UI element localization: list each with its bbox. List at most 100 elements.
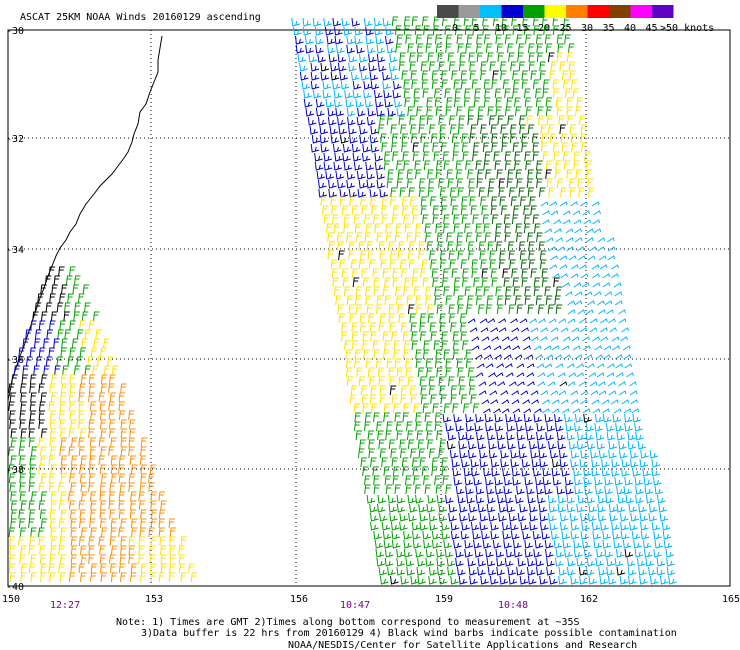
wind-barb	[618, 318, 627, 324]
wind-barb	[472, 403, 480, 414]
wind-barb	[465, 413, 474, 423]
wind-barb	[508, 512, 518, 522]
wind-barb	[420, 268, 427, 279]
wind-barb	[659, 512, 669, 522]
wind-barb	[28, 509, 36, 520]
wind-barb	[9, 410, 16, 421]
wind-barb	[477, 304, 485, 315]
wind-barb	[88, 419, 95, 430]
wind-barb	[598, 566, 607, 576]
wind-barb	[470, 467, 480, 477]
wind-barb	[567, 557, 576, 567]
wind-barb	[460, 205, 468, 216]
note-line-3: NOAA/NESDIS/Center for Satellite Applica…	[288, 640, 637, 650]
wind-barb	[535, 34, 543, 45]
wind-barb	[517, 440, 527, 450]
wind-barb	[475, 494, 485, 504]
wind-barb	[524, 476, 533, 486]
wind-barb	[456, 566, 466, 576]
wind-barb	[545, 431, 554, 441]
wind-barb	[60, 374, 68, 385]
wind-barb	[428, 124, 436, 135]
wind-barb	[524, 97, 532, 108]
wind-barb	[406, 430, 414, 441]
wind-barb	[490, 458, 500, 468]
wind-barb	[434, 358, 442, 369]
wind-barb	[90, 410, 97, 421]
wind-barb	[390, 448, 397, 459]
wind-barb	[382, 349, 390, 360]
wind-barb	[552, 88, 560, 99]
wind-barb	[624, 476, 633, 486]
wind-barb	[432, 403, 439, 414]
wind-barb	[110, 527, 117, 538]
wind-barb	[38, 410, 46, 421]
wind-barb	[358, 241, 365, 252]
wind-barb	[343, 223, 350, 234]
wind-barb	[9, 572, 16, 583]
wind-barb	[561, 345, 570, 351]
wind-barb	[394, 25, 402, 36]
wind-barb	[599, 264, 608, 270]
wind-barb	[68, 401, 76, 412]
wind-barb	[388, 439, 396, 450]
wind-barb	[420, 385, 427, 396]
wind-barb	[418, 187, 426, 198]
wind-barb	[496, 295, 504, 306]
wind-barb	[410, 448, 417, 459]
wind-barb	[592, 336, 600, 342]
wind-barb	[409, 385, 417, 396]
wind-barb	[493, 151, 500, 162]
wind-barb	[665, 548, 675, 558]
wind-barb	[478, 381, 487, 387]
wind-barb	[355, 286, 363, 297]
wind-barb	[461, 142, 469, 153]
wind-barb	[139, 482, 147, 493]
wind-barb	[371, 205, 378, 216]
wind-barb	[570, 264, 579, 270]
wind-barb	[385, 223, 392, 234]
wind-barb	[374, 161, 384, 171]
wind-barb	[489, 575, 499, 585]
wind-barb	[367, 430, 375, 441]
wind-barb	[99, 545, 106, 556]
wind-barb	[456, 106, 463, 117]
wind-barb	[78, 446, 86, 457]
wind-barb	[542, 210, 551, 216]
wind-barb	[412, 539, 422, 549]
wind-barb	[526, 566, 536, 576]
wind-barb	[38, 527, 45, 538]
wind-barb	[402, 151, 409, 162]
wind-barb	[376, 53, 386, 63]
wind-barb	[455, 485, 465, 495]
wind-barb	[405, 34, 412, 45]
wind-barb	[546, 566, 555, 576]
wind-barb	[597, 512, 607, 522]
wind-barb	[536, 494, 546, 504]
wind-barb	[379, 115, 386, 126]
wind-barb	[369, 188, 379, 198]
wind-barb	[362, 466, 369, 477]
wind-barb	[537, 381, 546, 387]
wind-barb	[49, 509, 57, 520]
wind-barb	[537, 440, 546, 450]
wind-barb	[615, 422, 624, 432]
wind-barb	[395, 421, 403, 432]
wind-barb	[342, 152, 351, 162]
wind-barb	[627, 440, 637, 450]
wind-barb	[40, 284, 47, 295]
wind-barb	[461, 196, 468, 207]
wind-barb	[51, 284, 58, 295]
wind-barb	[399, 259, 407, 270]
wind-barb	[416, 566, 426, 576]
wind-barb	[477, 106, 485, 117]
wind-barb	[483, 286, 490, 297]
wind-barb	[624, 413, 633, 423]
wind-barb	[498, 512, 507, 522]
wind-barb	[60, 455, 68, 466]
wind-barb	[48, 266, 56, 277]
wind-barb	[623, 485, 633, 495]
wind-barb	[559, 124, 566, 135]
wind-barb	[484, 88, 491, 99]
wind-barb	[569, 124, 577, 135]
